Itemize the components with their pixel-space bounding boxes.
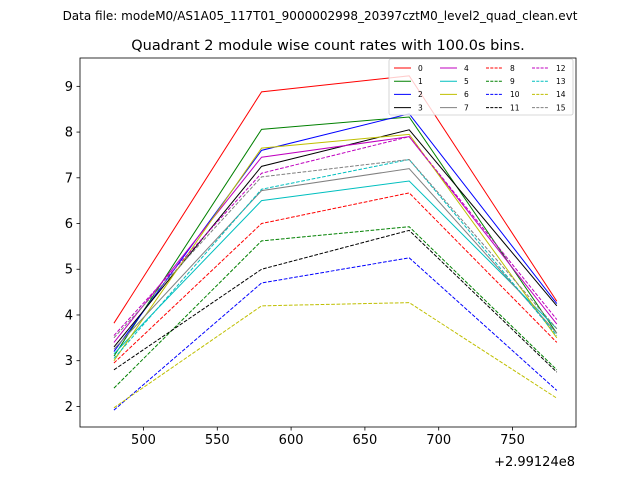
legend-label-4: 4 [464, 64, 469, 73]
legend-label-3: 3 [418, 103, 423, 112]
series-line-3 [113, 129, 558, 348]
y-tick-label-9: 9 [65, 80, 73, 95]
series-line-12 [113, 136, 558, 336]
series-line-15 [113, 158, 558, 339]
y-tick-label-3: 3 [65, 354, 73, 369]
series-line-11 [113, 229, 558, 373]
x-tick-label-600: 600 [279, 433, 304, 448]
legend-label-9: 9 [510, 77, 515, 86]
x-tick-label-550: 550 [205, 433, 230, 448]
series-line-6 [113, 133, 558, 361]
series-layer [113, 75, 558, 411]
series-line-2 [113, 113, 558, 352]
legend-label-6: 6 [464, 90, 469, 99]
x-tick-label-700: 700 [426, 433, 451, 448]
series-line-8 [113, 192, 558, 364]
x-tick-label-750: 750 [500, 433, 525, 448]
legend-label-8: 8 [510, 64, 515, 73]
legend-label-12: 12 [556, 64, 566, 73]
legend-label-7: 7 [464, 103, 469, 112]
series-line-10 [113, 257, 558, 411]
suptitle: Data file: modeM0/AS1A05_117T01_90000029… [63, 9, 578, 23]
legend-label-2: 2 [418, 90, 423, 99]
series-line-4 [113, 136, 558, 343]
series-line-14 [113, 302, 558, 409]
legend-label-10: 10 [510, 90, 520, 99]
legend-label-14: 14 [556, 90, 566, 99]
y-tick-label-2: 2 [65, 400, 73, 415]
legend-label-0: 0 [418, 64, 423, 73]
series-line-5 [113, 180, 558, 355]
plot-frame [79, 57, 577, 428]
legend-label-15: 15 [556, 103, 566, 112]
legend-box [388, 58, 574, 116]
legend-label-13: 13 [556, 77, 566, 86]
series-line-1 [113, 116, 558, 357]
series-line-13 [113, 158, 558, 359]
series-line-0 [113, 75, 558, 324]
y-tick-label-8: 8 [65, 126, 73, 141]
y-tick-label-4: 4 [65, 308, 73, 323]
series-line-7 [113, 168, 558, 350]
y-tick-label-7: 7 [65, 171, 73, 186]
x-offset-label: +2.99124e8 [494, 455, 575, 470]
x-tick-label-500: 500 [131, 433, 156, 448]
series-line-9 [113, 226, 558, 389]
legend-label-5: 5 [464, 77, 469, 86]
y-tick-label-5: 5 [65, 263, 73, 278]
y-tick-label-6: 6 [65, 217, 73, 232]
legend-label-1: 1 [418, 77, 423, 86]
x-tick-label-650: 650 [352, 433, 377, 448]
chart-title: Quadrant 2 module wise count rates with … [131, 38, 525, 54]
legend-label-11: 11 [510, 103, 520, 112]
